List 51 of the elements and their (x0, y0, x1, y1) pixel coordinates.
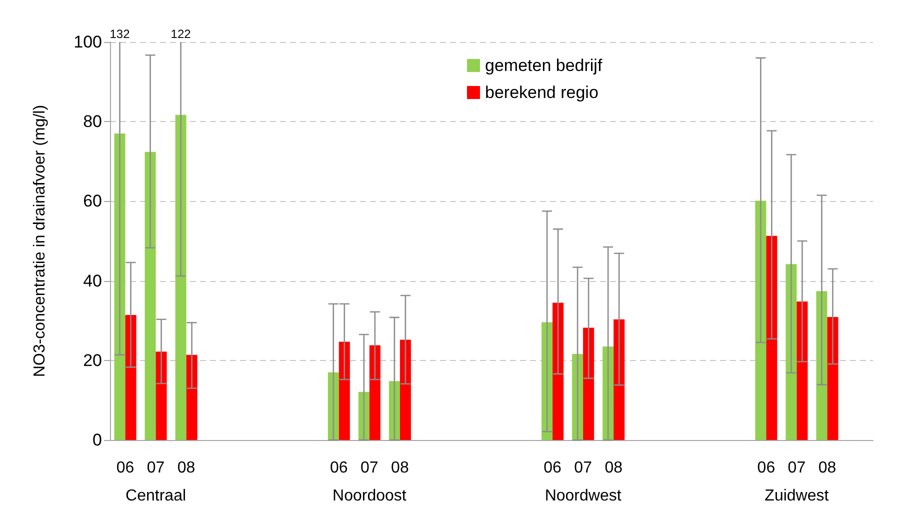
bar (614, 319, 625, 440)
text: 132 (110, 27, 130, 41)
y-tick-label: 100 (74, 32, 102, 52)
bar (583, 328, 594, 440)
bar (338, 342, 350, 440)
text: Noordwest (544, 488, 622, 504)
bar (369, 345, 380, 440)
bar (388, 381, 400, 440)
bar (186, 354, 198, 440)
bar (114, 134, 126, 440)
bar (358, 392, 370, 440)
bar (542, 322, 553, 440)
bar (175, 114, 186, 440)
bar (755, 200, 766, 440)
x-tick-label: 07 (146, 460, 165, 476)
x-tick-label: 06 (757, 460, 776, 476)
x-tick-label: 06 (544, 460, 562, 476)
x-tick-label: 06 (330, 460, 348, 476)
bar (328, 372, 339, 440)
bar (786, 264, 797, 440)
text: 122 (170, 27, 192, 41)
bar (766, 236, 778, 440)
x-tick-label: 06 (116, 460, 134, 476)
y-tick-label: 40 (83, 271, 102, 290)
bar (125, 315, 136, 440)
y-tick-label: 20 (83, 350, 102, 370)
legend-label: gemeten bedrijf (485, 56, 602, 75)
bar (827, 317, 838, 440)
bar (552, 302, 564, 440)
x-tick-label: 07 (360, 460, 378, 476)
legend-label: berekend regio (485, 83, 598, 102)
y-tick-label: 80 (83, 112, 102, 132)
x-tick-label: 08 (604, 460, 623, 476)
x-tick-label: 07 (574, 460, 592, 476)
text: Noordoost (332, 488, 407, 504)
bar (572, 354, 584, 440)
bar (816, 291, 828, 440)
bar (156, 352, 167, 440)
text: Zuidwest (764, 488, 830, 504)
bar (400, 340, 411, 440)
text: Centraal (126, 488, 186, 504)
bar (602, 346, 614, 440)
x-tick-label: 08 (177, 460, 196, 476)
y-tick-label: 60 (83, 192, 102, 211)
bar (796, 301, 808, 440)
bar (144, 152, 156, 440)
x-tick-label: 08 (391, 460, 409, 476)
y-axis-title: NO3-concentratie in drainafvoer (mg/l) (32, 104, 48, 378)
x-tick-label: 08 (818, 460, 836, 476)
y-tick-label: 0 (92, 430, 102, 450)
x-tick-label: 07 (788, 460, 806, 476)
